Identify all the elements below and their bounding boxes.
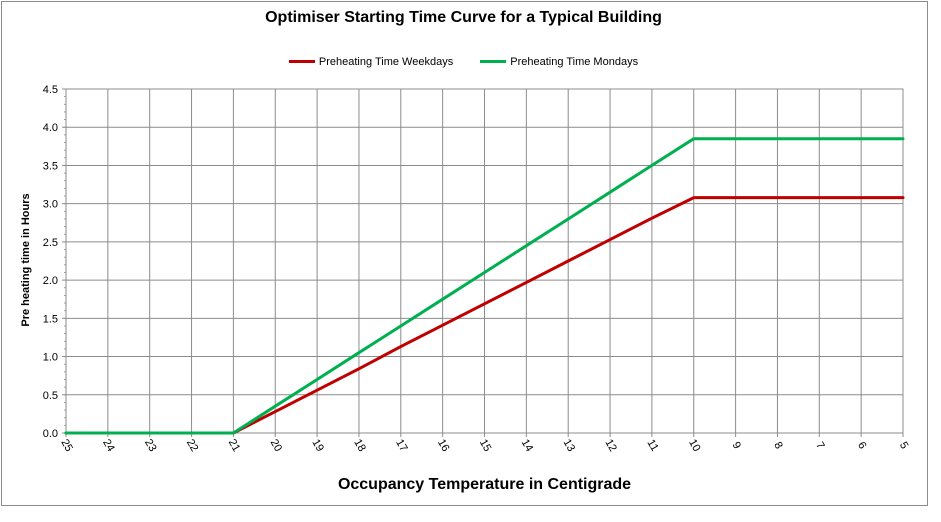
- x-tick-label: 13: [561, 437, 578, 454]
- x-tick-label: 10: [686, 437, 703, 454]
- y-tick-label: 0.5: [43, 390, 58, 402]
- x-tick-label: 18: [351, 437, 368, 454]
- legend-label-weekdays: Preheating Time Weekdays: [318, 55, 454, 68]
- x-tick-label: 8: [771, 440, 784, 451]
- y-tick-label: 1.5: [43, 313, 58, 325]
- x-axis-label: Occupancy Temperature in Centigrade: [337, 476, 632, 493]
- x-tick-label: 14: [519, 437, 536, 454]
- series-line-weekdays: [64, 196, 905, 435]
- legend-swatch-weekdays: [288, 60, 315, 63]
- chart-title: Optimiser Starting Time Curve for a Typi…: [265, 9, 662, 26]
- x-tick-label: 25: [58, 437, 75, 454]
- y-tick-label: 1.0: [43, 352, 58, 364]
- y-tick-label: 4.0: [43, 122, 58, 134]
- legend-entry-weekdays: Preheating Time Weekdays: [288, 55, 454, 68]
- x-tick-label: 22: [184, 437, 201, 454]
- chart-frame: [1, 1, 928, 506]
- x-tick-label: 21: [226, 437, 243, 454]
- x-tick-label: 19: [309, 437, 326, 454]
- x-tick-label: 12: [602, 437, 619, 454]
- legend-entry-mondays: Preheating Time Mondays: [480, 56, 638, 68]
- x-tick-label: 9: [729, 440, 742, 451]
- x-tick-label: 24: [100, 437, 117, 454]
- y-tick-label: 0.0: [43, 428, 58, 440]
- x-tick-label: 16: [435, 437, 452, 454]
- x-tick-label: 5: [897, 440, 910, 451]
- legend-swatch-mondays: [480, 60, 507, 63]
- x-tick-label: 11: [644, 438, 660, 454]
- x-tick-label: 23: [142, 437, 159, 454]
- legend: Preheating Time Weekdays Preheating Time…: [0, 54, 927, 68]
- x-tick-label: 7: [813, 440, 826, 451]
- y-tick-label: 2.0: [43, 275, 58, 287]
- y-tick-label: 3.0: [43, 199, 58, 211]
- series-line-mondays: [64, 137, 905, 435]
- legend-label-mondays: Preheating Time Mondays: [510, 55, 639, 68]
- x-tick-label: 20: [268, 437, 285, 454]
- x-tick-label: 17: [393, 437, 410, 454]
- y-tick-label: 3.5: [43, 160, 58, 172]
- x-tick-label: 6: [855, 440, 868, 451]
- y-tick-label: 2.5: [43, 237, 58, 249]
- x-tick-label: 15: [477, 437, 494, 454]
- y-tick-label: 4.5: [43, 84, 58, 96]
